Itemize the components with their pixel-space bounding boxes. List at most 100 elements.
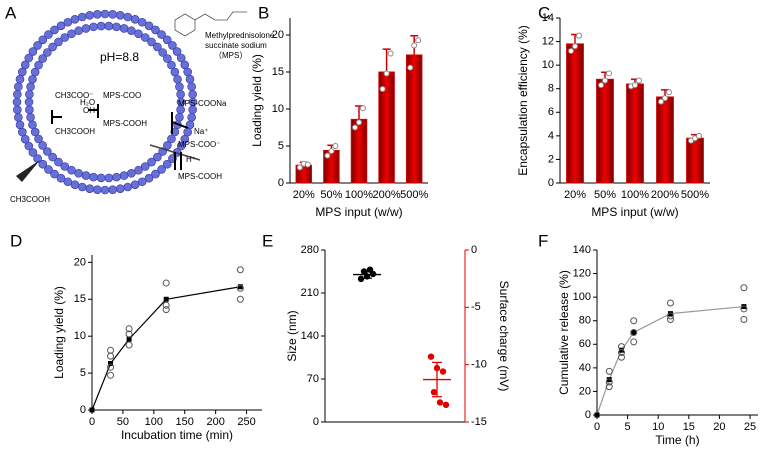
lipid-bead [26, 82, 35, 92]
y-tick-label: 6 [548, 106, 554, 118]
data-point [366, 266, 374, 273]
data-point [658, 98, 664, 105]
data-point [572, 43, 578, 50]
x-tick-label: 25 [744, 421, 756, 433]
diagram-label: OH⁻ [83, 106, 99, 115]
diagram-label: MPS-COONa [178, 99, 227, 108]
bar [566, 43, 584, 184]
lipid-bead [44, 30, 53, 39]
equilibrium [51, 104, 189, 170]
data-point [636, 77, 642, 84]
lipid-bead [44, 165, 53, 174]
lipid-bead [63, 177, 73, 187]
y2-tick-label: -10 [471, 359, 487, 371]
data-point [407, 64, 414, 71]
data-point [662, 95, 668, 102]
lipid-bead [14, 82, 23, 92]
lipid-bead [157, 30, 166, 39]
y-axis-label: Loading yield (%) [52, 286, 66, 379]
y-tick-label: 15 [272, 66, 284, 78]
data-point [442, 401, 450, 408]
lipid-bead [134, 165, 143, 175]
x-tick-label: 500% [400, 189, 428, 201]
data-point [352, 124, 358, 131]
data-point [630, 338, 638, 346]
lipid-bead [13, 105, 22, 114]
data-point [379, 86, 386, 93]
data-point [605, 378, 613, 386]
lipid-bead [70, 15, 80, 24]
lipid-bead [28, 47, 38, 56]
lipid-bead [50, 169, 59, 179]
lipid-bead [175, 82, 184, 92]
data-point [324, 152, 331, 159]
lipid-bead [170, 67, 180, 77]
lipid-bead [151, 169, 160, 179]
diagram-label: CH3COOH [10, 195, 50, 204]
mean-marker [126, 336, 132, 342]
lipid-bead [85, 184, 95, 193]
lipid-bead [48, 42, 57, 52]
release-arrow [16, 160, 40, 182]
panel-letter: F [538, 231, 548, 250]
y-axis-label: Encapsulation efficiency (%) [516, 25, 530, 176]
lipid-bead [147, 37, 156, 47]
data-point [125, 341, 133, 349]
y-tick-label: 15 [74, 293, 86, 305]
lipid-bead [137, 17, 147, 27]
lipid-bead [144, 173, 154, 183]
panel-letter: A [5, 3, 17, 22]
mean-line [91, 286, 241, 411]
x-tick-label: 50% [594, 189, 616, 201]
data-point [666, 299, 674, 307]
mean-marker [237, 284, 243, 290]
y2-tick-label: -15 [471, 416, 487, 428]
lipid-bead [93, 10, 102, 19]
panel-letter: E [262, 231, 273, 250]
lipid-bead [25, 105, 34, 114]
panel-letter: C [538, 3, 550, 22]
data-point [617, 353, 625, 361]
lipid-bead [183, 67, 192, 77]
lipid-bead [14, 112, 23, 122]
mean-marker [606, 377, 612, 383]
mean-marker [163, 296, 169, 302]
data-point [236, 284, 244, 292]
lipid-bead [127, 26, 136, 36]
data-point [356, 119, 362, 126]
lipid-bead [151, 25, 160, 35]
data-point [236, 266, 244, 274]
x-tick-label: 100% [345, 189, 373, 201]
lipid-bead [96, 21, 106, 31]
x-tick-label: 10 [652, 421, 664, 433]
y-tick-label: 210 [301, 287, 319, 299]
x-tick-label: 20% [293, 189, 315, 201]
data-point [606, 70, 612, 77]
data-point [427, 353, 435, 360]
x-tick-label: 5 [625, 421, 631, 433]
lipid-bead [176, 141, 186, 151]
y-tick-label: 280 [301, 244, 319, 256]
bar [656, 96, 674, 184]
y2-tick-label: -5 [471, 301, 481, 313]
diagram-label: CH3COOH [55, 127, 95, 136]
data-point [387, 50, 394, 57]
lipid-bead [157, 165, 166, 174]
error-bar [382, 48, 391, 73]
y-tick-label: 0 [313, 416, 319, 428]
bar [686, 137, 704, 184]
bar [596, 78, 614, 184]
lipid-bead [48, 152, 57, 162]
lipid-bead [119, 171, 129, 180]
lipid-bead [163, 54, 172, 63]
lipid-bead [176, 53, 186, 63]
lipid-bead [28, 120, 37, 130]
lipid-bead [60, 162, 70, 171]
mean-sd [423, 361, 451, 398]
lipid-bead [112, 172, 121, 182]
lipid-bead [188, 90, 197, 99]
data-point [430, 388, 438, 396]
data-point [415, 37, 422, 44]
lipid-bead [175, 112, 184, 122]
x-axis-label: MPS input (w/w) [315, 205, 402, 219]
